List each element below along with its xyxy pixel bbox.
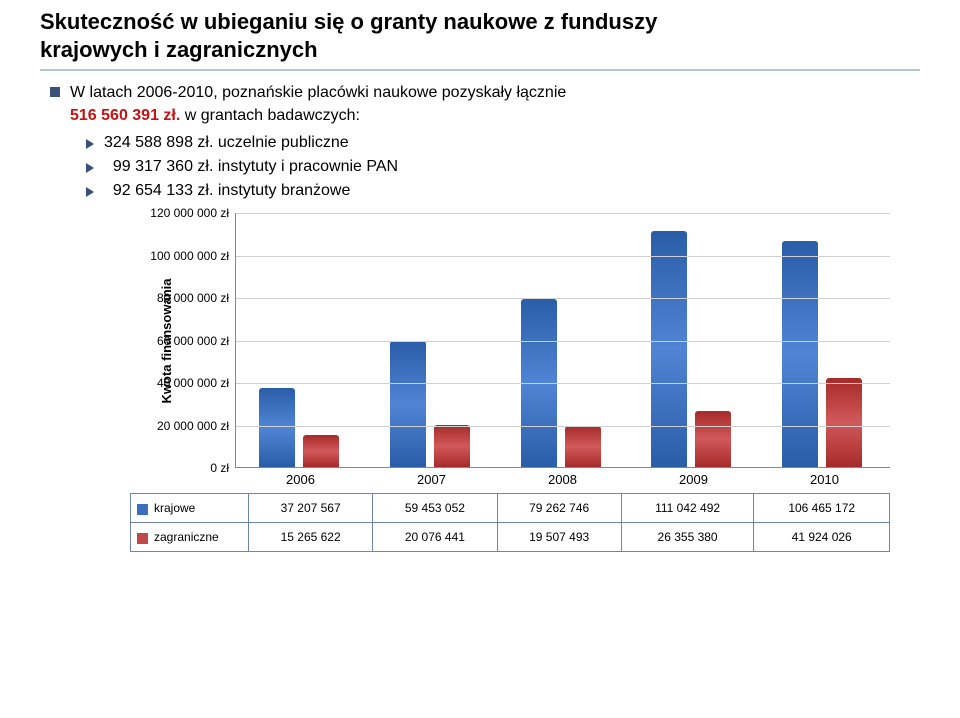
table-cell: 26 355 380: [621, 523, 754, 552]
table-row-header: zagraniczne: [131, 523, 249, 552]
breakdown-amount: 324 588 898 zł.: [104, 134, 213, 151]
breakdown-amount: 99 317 360 zł.: [104, 158, 213, 175]
chart-bar-krajowe: [390, 341, 426, 467]
triangle-bullet-icon: [86, 187, 94, 197]
table-row-label: krajowe: [154, 501, 195, 515]
table-cell: 79 262 746: [497, 494, 621, 523]
breakdown-amount: 92 654 133 zł.: [104, 182, 213, 199]
chart-x-axis-labels: 20062007200820092010: [235, 468, 890, 487]
chart-y-tick: 120 000 000 zł: [150, 206, 229, 220]
bullet-text-a: W latach 2006-2010, poznańskie placówki …: [70, 84, 566, 101]
bullet-text: W latach 2006-2010, poznańskie placówki …: [70, 81, 566, 127]
chart-y-axis: 0 zł20 000 000 zł40 000 000 zł60 000 000…: [130, 213, 235, 468]
table-cell: 111 042 492: [621, 494, 754, 523]
breakdown-item: 99 317 360 zł. instytuty i pracownie PAN: [86, 155, 920, 179]
table-cell: 20 076 441: [373, 523, 497, 552]
chart-y-tick: 80 000 000 zł: [157, 291, 229, 305]
chart-y-tick: 100 000 000 zł: [150, 249, 229, 263]
chart-gridline: [236, 341, 890, 342]
breakdown-label: uczelnie publiczne: [213, 134, 348, 151]
chart-gridline: [236, 426, 890, 427]
bar-chart: Kwota finansowania 0 zł20 000 000 zł40 0…: [130, 213, 890, 552]
breakdown-label: instytuty i pracownie PAN: [213, 158, 398, 175]
title-line-2: krajowych i zagranicznych: [40, 36, 920, 64]
breakdown-text: 324 588 898 zł. uczelnie publiczne: [104, 131, 349, 155]
table-cell: 106 465 172: [754, 494, 890, 523]
triangle-bullet-icon: [86, 163, 94, 173]
legend-swatch-icon: [137, 504, 148, 515]
chart-bar-krajowe: [651, 231, 687, 467]
breakdown-list: 324 588 898 zł. uczelnie publiczne 99 31…: [86, 131, 920, 203]
chart-gridline: [236, 213, 890, 214]
table-row-header: krajowe: [131, 494, 249, 523]
chart-bar-zagraniczne: [695, 411, 731, 467]
bullet-main: W latach 2006-2010, poznańskie placówki …: [50, 81, 920, 127]
table-cell: 37 207 567: [249, 494, 373, 523]
chart-gridline: [236, 256, 890, 257]
chart-data-table: krajowe 37 207 56759 453 05279 262 746111…: [130, 493, 890, 552]
chart-gridline: [236, 298, 890, 299]
legend-swatch-icon: [137, 533, 148, 544]
chart-y-tick: 0 zł: [210, 461, 229, 475]
chart-y-tick: 60 000 000 zł: [157, 334, 229, 348]
chart-gridline: [236, 383, 890, 384]
chart-x-tick: 2007: [366, 468, 497, 487]
data-table: krajowe 37 207 56759 453 05279 262 746111…: [130, 493, 890, 552]
bullet-total-amount: 516 560 391 zł.: [70, 107, 180, 124]
chart-bar-zagraniczne: [565, 426, 601, 467]
bullet-block: W latach 2006-2010, poznańskie placówki …: [50, 81, 920, 203]
table-row: krajowe 37 207 56759 453 05279 262 746111…: [131, 494, 890, 523]
chart-y-tick: 20 000 000 zł: [157, 419, 229, 433]
chart-bar-krajowe: [259, 388, 295, 467]
breakdown-item: 324 588 898 zł. uczelnie publiczne: [86, 131, 920, 155]
chart-bar-zagraniczne: [434, 425, 470, 468]
chart-bar-zagraniczne: [303, 435, 339, 467]
bullet-text-suffix: w grantach badawczych:: [180, 107, 360, 124]
bullet-square-icon: [50, 87, 60, 97]
chart-x-tick: 2009: [628, 468, 759, 487]
table-cell: 41 924 026: [754, 523, 890, 552]
chart-x-tick: 2010: [759, 468, 890, 487]
title-block: Skuteczność w ubieganiu się o granty nau…: [40, 8, 920, 63]
chart-x-tick: 2006: [235, 468, 366, 487]
table-cell: 15 265 622: [249, 523, 373, 552]
table-row-label: zagraniczne: [154, 530, 219, 544]
table-cell: 19 507 493: [497, 523, 621, 552]
triangle-bullet-icon: [86, 139, 94, 149]
table-row: zagraniczne 15 265 62220 076 44119 507 49…: [131, 523, 890, 552]
breakdown-text: 92 654 133 zł. instytuty branżowe: [104, 179, 350, 203]
chart-x-tick: 2008: [497, 468, 628, 487]
title-underline: [40, 69, 920, 71]
chart-plot-area: Kwota finansowania 0 zł20 000 000 zł40 0…: [130, 213, 890, 468]
breakdown-item: 92 654 133 zł. instytuty branżowe: [86, 179, 920, 203]
slide-page: Skuteczność w ubieganiu się o granty nau…: [0, 0, 960, 562]
title-line-1: Skuteczność w ubieganiu się o granty nau…: [40, 8, 920, 36]
chart-bar-zagraniczne: [826, 378, 862, 467]
breakdown-text: 99 317 360 zł. instytuty i pracownie PAN: [104, 155, 398, 179]
chart-plot: [235, 213, 890, 468]
chart-y-tick: 40 000 000 zł: [157, 376, 229, 390]
table-cell: 59 453 052: [373, 494, 497, 523]
chart-bar-krajowe: [782, 241, 818, 467]
breakdown-label: instytuty branżowe: [213, 182, 350, 199]
